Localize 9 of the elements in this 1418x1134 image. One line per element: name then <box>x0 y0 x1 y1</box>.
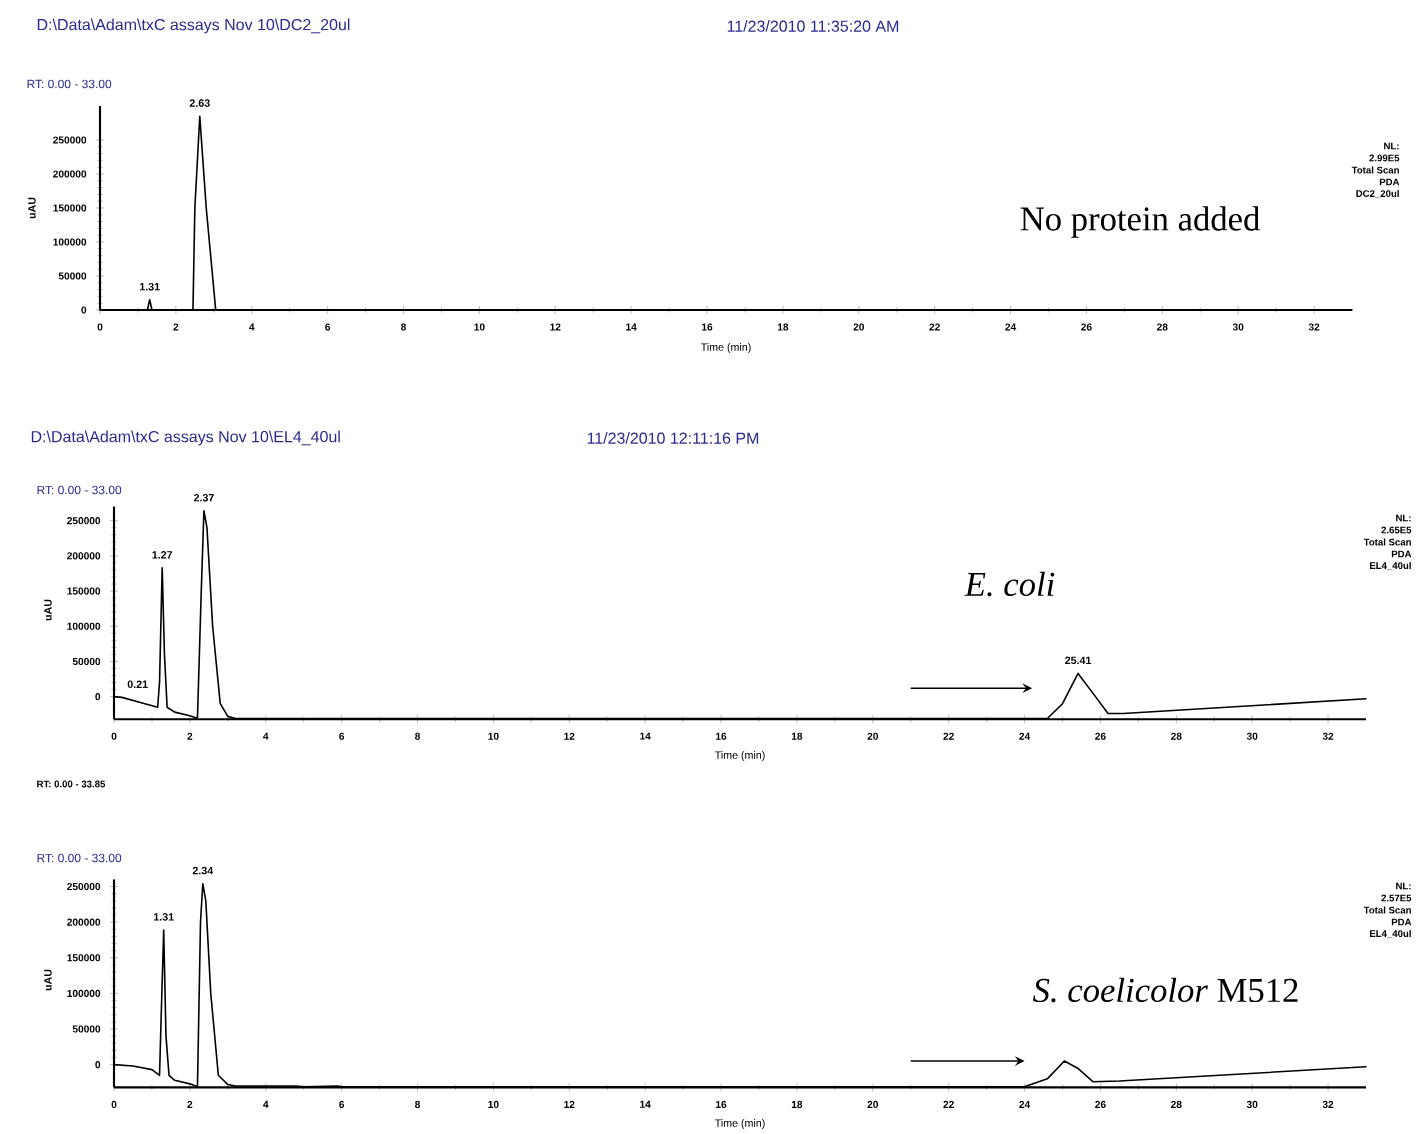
annotation: No protein added <box>1020 206 1260 238</box>
chart-subtitle: 11/23/2010 12:11:16 PM <box>587 432 759 444</box>
chart-title: D:\Data\Adam\txC assays Nov 10\EL4_40ul <box>31 430 340 446</box>
chart-title: D:\Data\Adam\txC assays Nov 10\DC2_20ul <box>37 18 350 34</box>
line-series <box>113 882 1367 1088</box>
line-series <box>113 510 1367 720</box>
chart-subtitle: 11/23/2010 11:35:20 AM <box>727 20 899 32</box>
annotation: E. coli <box>964 571 1055 597</box>
annotation: S. coelicolor M512 <box>1033 977 1298 1003</box>
